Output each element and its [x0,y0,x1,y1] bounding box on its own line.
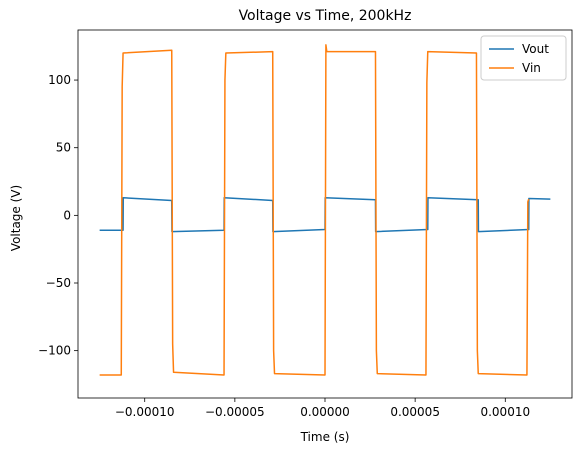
x-axis: −0.00010 −0.00005 0.00000 0.00005 0.00010 [115,398,530,419]
legend-box [480,35,567,81]
x-tick-label: −0.00005 [205,405,265,419]
series-line-vin [99,44,530,376]
x-tick-label: 0.00005 [390,405,440,419]
y-tick-label: 100 [48,73,71,87]
legend: Vout Vin [480,35,567,81]
y-tick-label: −50 [46,276,71,290]
legend-label-vout: Vout [522,42,549,56]
y-tick-label: 0 [63,208,71,222]
plot-area [77,29,573,399]
x-tick-label: −0.00010 [115,405,175,419]
y-tick-label: 50 [56,141,71,155]
y-tick-label: −100 [38,344,71,358]
chart-title: Voltage vs Time, 200kHz [239,8,412,24]
y-axis-label: Voltage (V) [9,185,23,251]
legend-label-vin: Vin [522,61,541,75]
x-axis-label: Time (s) [300,430,350,444]
y-axis: −100 −50 0 50 100 [38,73,78,358]
x-tick-label: 0.00010 [480,405,530,419]
x-tick-label: 0.00000 [300,405,350,419]
